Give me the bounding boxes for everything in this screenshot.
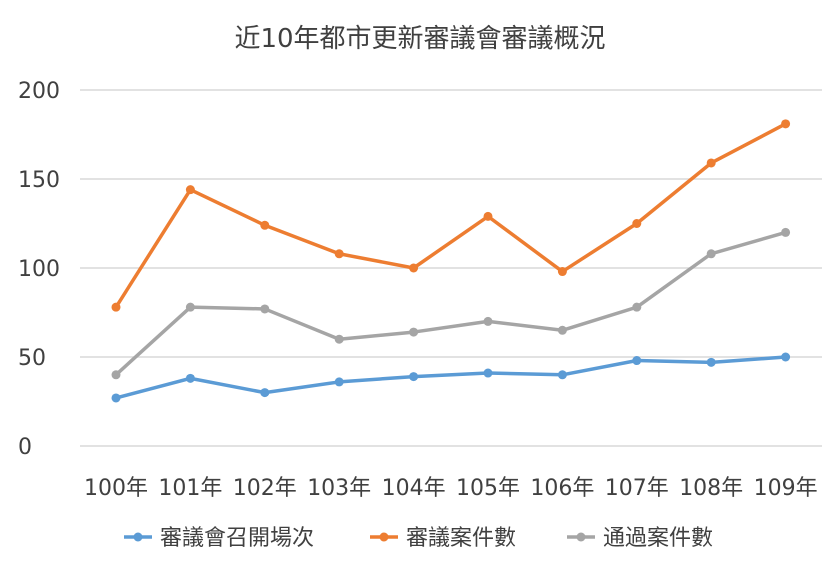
legend-marker [379, 532, 389, 542]
data-point [781, 352, 791, 362]
legend-item: 審議案件數 [370, 526, 516, 551]
data-point [483, 211, 493, 221]
y-tick-label: 0 [18, 435, 32, 460]
series-line [114, 230, 788, 377]
data-point [632, 356, 642, 366]
data-point [260, 304, 270, 314]
x-tick-label: 102年 [233, 476, 297, 501]
y-tick-label: 200 [18, 79, 60, 104]
data-point [781, 227, 791, 237]
series-line [114, 122, 788, 309]
x-tick-label: 105年 [456, 476, 520, 501]
data-point [706, 158, 716, 168]
y-tick-label: 150 [18, 168, 60, 193]
data-point [260, 220, 270, 230]
data-point [111, 370, 121, 380]
data-point [334, 249, 344, 259]
x-tick-label: 107年 [605, 476, 669, 501]
y-tick-label: 50 [18, 346, 46, 371]
data-point [557, 267, 567, 277]
legend-label: 通過案件數 [603, 526, 713, 551]
legend: 審議會召開場次 審議案件數 通過案件數 [124, 526, 713, 551]
data-point [185, 373, 195, 383]
chart-title: 近10年都市更新審議會審議概況 [234, 24, 605, 54]
data-point [111, 302, 121, 312]
series-1 [111, 352, 791, 403]
data-point [706, 249, 716, 259]
series-group [111, 119, 791, 403]
x-axis-ticks: 100年 101年 102年 103年 104年 105年 106年 107年 108年 109年 [84, 476, 818, 501]
legend-item: 審議會召開場次 [124, 526, 314, 551]
data-point [185, 302, 195, 312]
data-point [781, 119, 791, 129]
x-tick-label: 108年 [679, 476, 743, 501]
series-line [114, 355, 788, 400]
data-point [483, 368, 493, 378]
data-point [334, 377, 344, 387]
data-point [557, 325, 567, 335]
data-point [483, 316, 493, 326]
x-tick-label: 103年 [307, 476, 371, 501]
data-point [111, 393, 121, 403]
series-2 [111, 119, 791, 312]
x-tick-label: 109年 [754, 476, 818, 501]
data-point [260, 388, 270, 398]
x-tick-label: 104年 [382, 476, 446, 501]
y-axis-ticks: 0 50 100 150 200 [18, 79, 60, 460]
data-point [557, 370, 567, 380]
legend-marker [576, 532, 586, 542]
y-tick-label: 100 [18, 257, 60, 282]
data-point [632, 219, 642, 228]
legend-marker [133, 532, 143, 542]
x-tick-label: 106年 [530, 476, 594, 501]
data-point [185, 185, 195, 195]
data-point [409, 263, 419, 273]
x-tick-label: 100年 [84, 476, 148, 501]
data-point [706, 357, 716, 367]
data-point [334, 334, 344, 344]
data-point [409, 327, 419, 337]
data-point [409, 372, 419, 382]
gridlines [80, 89, 822, 447]
x-tick-label: 101年 [158, 476, 222, 501]
legend-item: 通過案件數 [567, 526, 713, 551]
legend-label: 審議案件數 [406, 526, 516, 551]
data-point [632, 302, 642, 312]
legend-label: 審議會召開場次 [160, 526, 314, 551]
series-3 [111, 227, 791, 380]
